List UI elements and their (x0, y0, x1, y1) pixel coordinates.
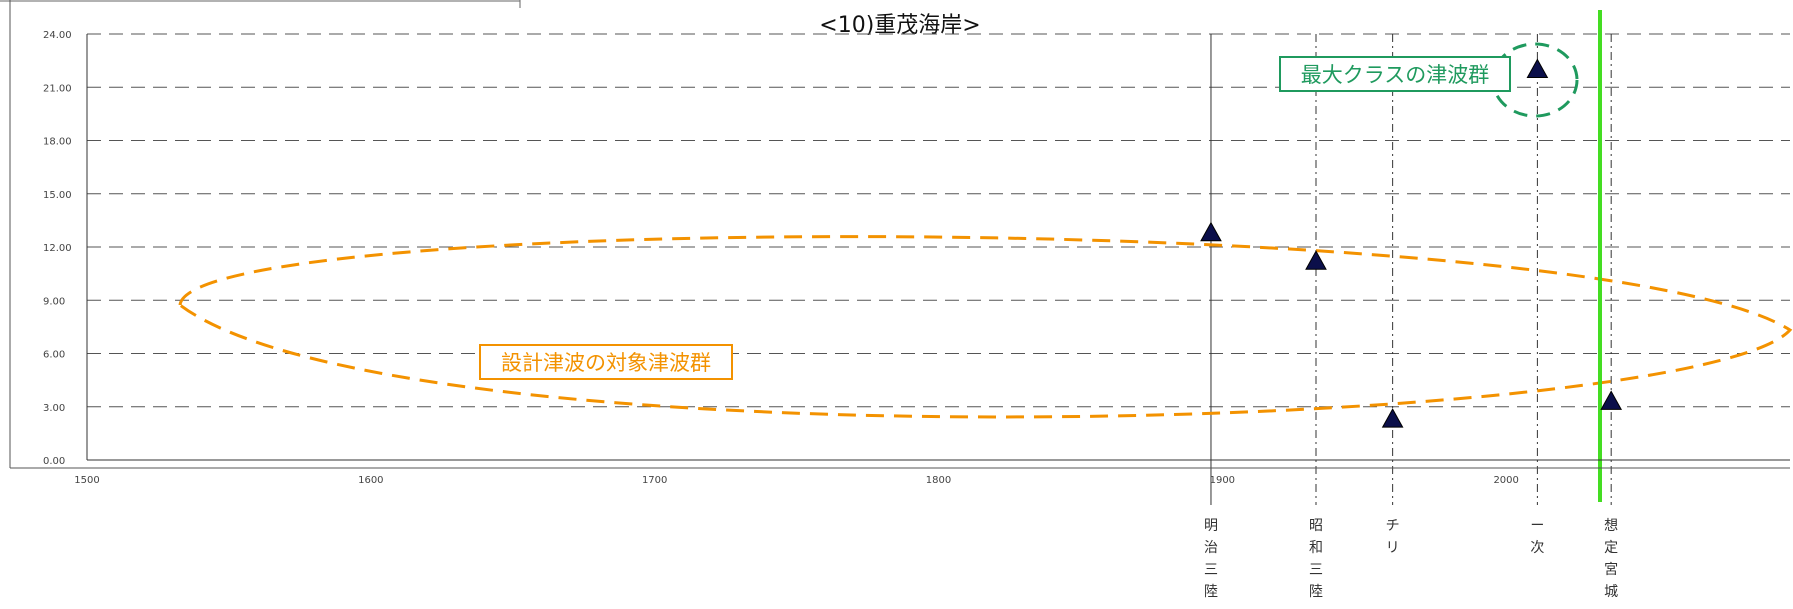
y-tick-label: 0.00 (43, 456, 65, 467)
max-group-label: 最大クラスの津波群 (1301, 63, 1490, 87)
event-label-char: 陸 (1204, 584, 1218, 600)
y-tick-label: 6.00 (43, 350, 65, 361)
axis-layer: 0.00 3.00 6.00 9.00 12.00 15.00 18.00 21.00 24.0… (9, 0, 1790, 486)
event-label-char: 想 (1604, 518, 1618, 534)
event-label-char: 三 (1204, 562, 1218, 578)
x-tick-label: 1900 (1210, 475, 1235, 486)
x-tick-label: 1500 (74, 475, 99, 486)
data-point-marker (1381, 408, 1404, 428)
y-tick-label: 18.00 (43, 137, 72, 148)
event-label-char: チ (1386, 518, 1400, 534)
x-tick-label: 1700 (642, 475, 667, 486)
event-label-char: 陸 (1309, 584, 1323, 600)
design-group-label: 設計津波の対象津波群 (501, 351, 711, 375)
y-tick-label: 12.00 (43, 243, 72, 254)
event-label-char: 次 (1530, 540, 1544, 556)
event-label-char: 和 (1309, 540, 1323, 556)
event-label-char: 定 (1604, 540, 1618, 556)
y-tick-label: 24.00 (43, 30, 72, 41)
max-group-box (1279, 56, 1511, 92)
x-tick-label: 2000 (1493, 475, 1518, 486)
y-tick-label: 3.00 (43, 403, 65, 414)
grid-layer (87, 33, 1790, 408)
data-point-marker (1600, 390, 1623, 410)
event-label-char: 宮 (1604, 562, 1618, 578)
marker-layer (1200, 58, 1623, 428)
event-label-char: ー (1530, 518, 1544, 534)
y-tick-label: 9.00 (43, 296, 65, 307)
x-tick-label: 1800 (926, 475, 951, 486)
event-label-char: 三 (1309, 562, 1323, 578)
event-label-char: 治 (1204, 540, 1218, 556)
design-group-ellipse (178, 235, 1793, 419)
data-point-marker (1526, 58, 1549, 78)
y-tick-label: 15.00 (43, 190, 72, 201)
event-label-char: 昭 (1309, 518, 1323, 534)
event-label-char: リ (1386, 540, 1400, 556)
design-group-box (479, 344, 733, 380)
x-tick-label: 1600 (358, 475, 383, 486)
max-group-annotation: 最大クラスの津波群 (1279, 56, 1511, 92)
design-group-annotation: 設計津波の対象津波群 (479, 344, 733, 380)
event-label-char: 城 (1604, 584, 1618, 600)
data-point-marker (1200, 221, 1222, 242)
y-tick-label: 21.00 (43, 83, 72, 94)
event-label-char: 明 (1204, 518, 1218, 534)
data-point-marker (1305, 250, 1327, 270)
